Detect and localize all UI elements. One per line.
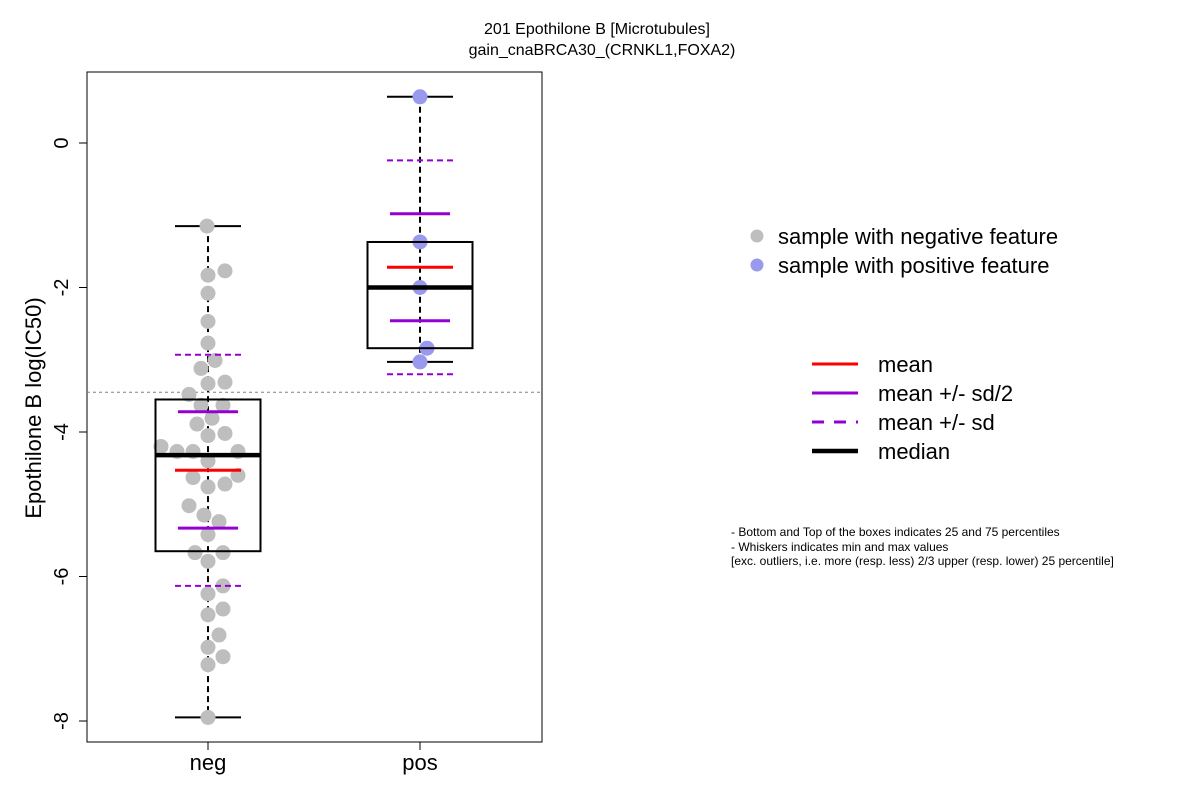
legend-line-label: median bbox=[878, 439, 950, 464]
data-point bbox=[153, 438, 169, 454]
data-point bbox=[193, 397, 209, 413]
data-point bbox=[200, 709, 216, 725]
box bbox=[154, 398, 262, 553]
data-point bbox=[181, 386, 197, 402]
note-line-2: - Whiskers indicates min and max values bbox=[731, 540, 948, 554]
legend-lines: mean mean +/- sd/2 mean +/- sd median bbox=[812, 352, 1013, 464]
notes: - Bottom and Top of the boxes indicates … bbox=[731, 525, 1114, 568]
legend-line-label: mean bbox=[878, 352, 933, 377]
group-pos bbox=[366, 89, 474, 376]
data-point bbox=[211, 514, 227, 530]
plot-frame bbox=[86, 71, 543, 743]
data-point bbox=[200, 267, 216, 283]
note-line-3: [exc. outliers, i.e. more (resp. less) 2… bbox=[731, 554, 1114, 568]
group-neg bbox=[153, 218, 262, 725]
data-point bbox=[200, 285, 216, 301]
chart-subtitle: gain_cnaBRCA30_(CRNKL1,FOXA2) bbox=[469, 42, 736, 59]
data-point bbox=[200, 335, 216, 351]
data-point bbox=[200, 479, 216, 495]
data-point bbox=[200, 376, 216, 392]
y-tick-label: -8 bbox=[51, 712, 73, 730]
chart-title: 201 Epothilone B [Microtubules] bbox=[484, 21, 710, 38]
data-point bbox=[199, 218, 215, 234]
data-point bbox=[200, 586, 216, 602]
data-point bbox=[215, 578, 231, 594]
data-point bbox=[217, 425, 233, 441]
data-point bbox=[200, 657, 216, 673]
data-point bbox=[200, 313, 216, 329]
data-point bbox=[217, 263, 233, 279]
data-point bbox=[189, 416, 205, 432]
data-point bbox=[193, 360, 209, 376]
legend-line-label: mean +/- sd/2 bbox=[878, 381, 1013, 406]
box bbox=[366, 240, 474, 350]
data-point bbox=[207, 352, 223, 368]
data-point bbox=[200, 428, 216, 444]
data-point bbox=[215, 601, 231, 617]
data-point bbox=[412, 354, 428, 370]
data-point bbox=[215, 397, 231, 413]
data-point bbox=[181, 498, 197, 514]
legend-point-marker bbox=[750, 229, 764, 243]
data-point bbox=[217, 374, 233, 390]
plot-area: 0 -2 -4 -6 -8 neg pos bbox=[51, 71, 543, 775]
data-point bbox=[200, 553, 216, 569]
note-line-1: - Bottom and Top of the boxes indicates … bbox=[731, 525, 1060, 539]
legend-point-label: sample with positive feature bbox=[778, 253, 1049, 278]
legend-point-label: sample with negative feature bbox=[778, 224, 1058, 249]
y-tick-label: 0 bbox=[51, 137, 73, 148]
legend-points: sample with negative feature sample with … bbox=[750, 224, 1058, 278]
data-point bbox=[200, 639, 216, 655]
x-tick-label: pos bbox=[402, 750, 437, 775]
y-tick-label: -2 bbox=[51, 279, 73, 297]
y-tick-label: -4 bbox=[51, 423, 73, 441]
data-point bbox=[196, 507, 212, 523]
data-point bbox=[204, 410, 220, 426]
legend-point-marker bbox=[750, 258, 764, 272]
data-point bbox=[200, 607, 216, 623]
data-point bbox=[211, 627, 227, 643]
data-point bbox=[217, 476, 233, 492]
y-axis-label: Epothilone B log(IC50) bbox=[21, 297, 46, 518]
x-tick-label: neg bbox=[190, 750, 227, 775]
y-tick-label: -6 bbox=[51, 568, 73, 586]
data-point bbox=[187, 545, 203, 561]
data-point bbox=[185, 470, 201, 486]
legend-line-label: mean +/- sd bbox=[878, 410, 995, 435]
data-point bbox=[215, 649, 231, 665]
data-point bbox=[200, 527, 216, 543]
data-point bbox=[412, 89, 428, 105]
data-point bbox=[215, 545, 231, 561]
